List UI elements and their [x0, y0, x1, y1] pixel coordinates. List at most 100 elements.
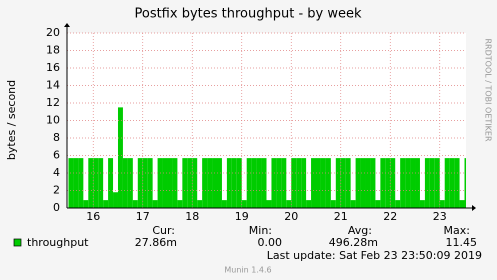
area-segment: [172, 158, 178, 208]
area-segment: [207, 158, 213, 208]
area-segment: [276, 158, 282, 208]
area-segment: [439, 200, 445, 208]
x-tick-label: 22: [383, 210, 397, 223]
area-segment: [261, 158, 267, 208]
area-segment: [78, 158, 84, 208]
area-segment: [365, 158, 371, 208]
area-segment: [395, 200, 401, 208]
y-tick-label: 10: [46, 114, 60, 127]
stat-value: 27.86m: [135, 236, 177, 249]
y-tick-label: 0: [53, 201, 60, 214]
area-segment: [212, 158, 217, 208]
area-segment: [202, 158, 208, 208]
area-segment: [246, 158, 252, 208]
x-tick-label: 17: [136, 210, 150, 223]
area-segment: [424, 158, 430, 208]
chart-title: Postfix bytes throughput - by week: [134, 7, 361, 22]
area-segment: [345, 158, 351, 208]
stat-header: Max:: [444, 224, 470, 237]
area-segment: [320, 158, 326, 208]
area-segment: [301, 158, 307, 208]
area-segment: [132, 200, 138, 208]
area-segment: [464, 158, 466, 208]
area-segment: [296, 158, 302, 208]
y-tick-label: 16: [46, 61, 60, 74]
x-tick-label: 21: [334, 210, 348, 223]
area-segment: [142, 158, 148, 208]
area-segment: [316, 158, 321, 208]
area-segment: [419, 200, 425, 208]
area-segment: [192, 158, 198, 208]
area-segment: [459, 200, 465, 208]
area-segment: [147, 158, 153, 208]
area-segment: [434, 158, 440, 208]
x-tick-label: 19: [235, 210, 249, 223]
area-segment: [340, 158, 346, 208]
area-segment: [162, 158, 168, 208]
y-tick-label: 6: [53, 149, 60, 162]
area-segment: [256, 158, 262, 208]
y-tick-label: 2: [53, 184, 60, 197]
area-segment: [385, 158, 391, 208]
legend-entry: throughput: [27, 236, 89, 249]
area-segment: [152, 200, 158, 208]
area-segment: [429, 158, 435, 208]
area-segment: [415, 158, 420, 208]
area-segment: [73, 158, 79, 208]
area-segment: [286, 200, 292, 208]
area-segment: [117, 107, 123, 208]
area-segment: [360, 158, 366, 208]
area-segment: [350, 200, 356, 208]
area-segment: [127, 158, 133, 208]
area-segment: [375, 200, 381, 208]
area-segment: [103, 200, 109, 208]
y-tick-label: 14: [46, 79, 60, 92]
stat-value: 0.00: [258, 236, 283, 249]
area-segment: [325, 158, 331, 208]
stat-header: Cur:: [152, 224, 175, 237]
y-tick-label: 12: [46, 96, 60, 109]
area-segment: [157, 158, 163, 208]
area-segment: [98, 158, 104, 208]
y-tick-label: 8: [53, 131, 60, 144]
area-segment: [177, 200, 183, 208]
x-axis-arrow: [472, 205, 476, 211]
area-segment: [370, 158, 376, 208]
y-tick-label: 18: [46, 44, 60, 57]
area-segment: [137, 158, 143, 208]
area-segment: [330, 200, 336, 208]
area-segment: [216, 158, 222, 208]
area-segment: [236, 158, 242, 208]
x-tick-label: 16: [86, 210, 100, 223]
area-segment: [380, 158, 386, 208]
stat-header: Avg:: [348, 224, 372, 237]
stat-value: 496.28m: [329, 236, 378, 249]
area-segment: [197, 200, 203, 208]
area-segment: [68, 158, 74, 208]
area-segment: [93, 158, 99, 208]
x-tick-label: 18: [185, 210, 199, 223]
area-segment: [221, 200, 227, 208]
area-segment: [83, 200, 89, 208]
area-segment: [271, 158, 277, 208]
area-segment: [187, 158, 193, 208]
area-segment: [306, 200, 312, 208]
area-segment: [405, 158, 411, 208]
area-segment: [390, 158, 396, 208]
area-segment: [251, 158, 257, 208]
area-segment: [449, 158, 455, 208]
area-segment: [410, 158, 416, 208]
area-segment: [400, 158, 406, 208]
stat-header: Min:: [249, 224, 272, 237]
area-segment: [88, 158, 94, 208]
area-segment: [454, 158, 460, 208]
area-segment: [226, 158, 232, 208]
area-segment: [231, 158, 237, 208]
y-axis-arrow: [64, 23, 70, 27]
area-segment: [266, 200, 272, 208]
x-tick-label: 20: [284, 210, 298, 223]
side-text: RRDTOOL / TOBI OETIKER: [484, 38, 493, 141]
area-segment: [291, 158, 297, 208]
area-segment: [444, 158, 450, 208]
